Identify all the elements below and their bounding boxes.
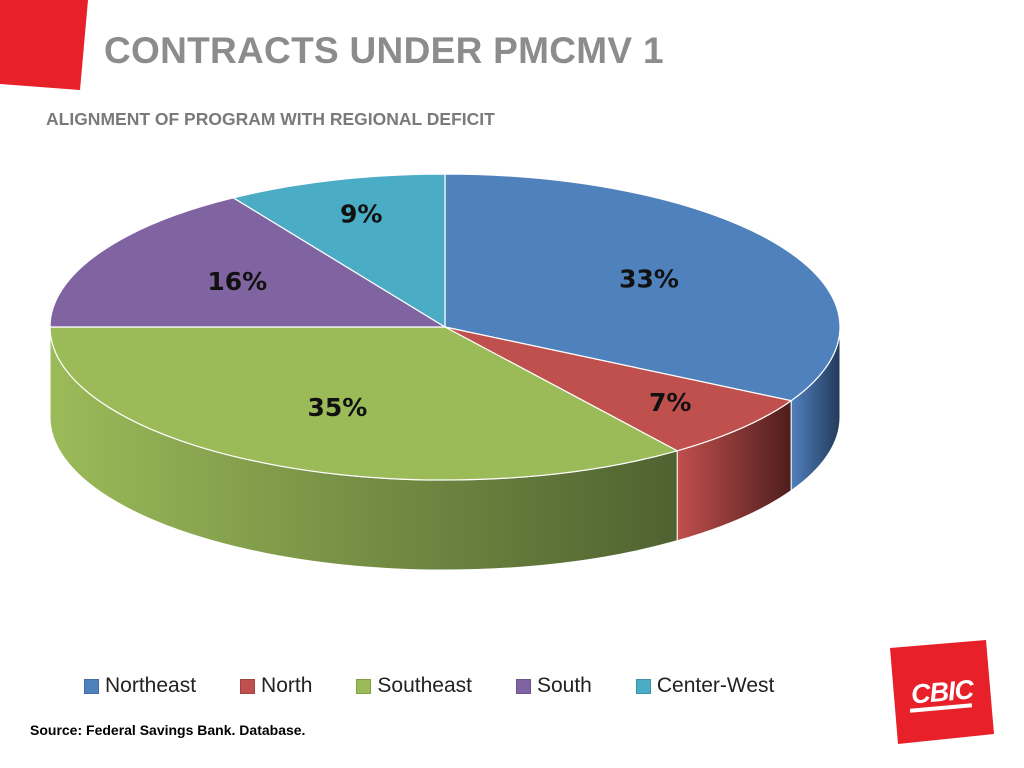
legend-label-center-west: Center-West	[656, 674, 775, 697]
data-label-northeast: 33%	[619, 264, 679, 293]
data-label-center-west: 9%	[340, 199, 382, 228]
source-note: Source: Federal Savings Bank. Database.	[30, 722, 306, 738]
pie-slice-southeast	[49, 326, 679, 481]
red-corner-accent	[0, 0, 88, 90]
chart-subtitle: ALIGNMENT OF PROGRAM WITH REGIONAL DEFIC…	[46, 109, 495, 129]
legend-swatch-center-west	[635, 678, 651, 694]
pie-slice-northeast	[444, 173, 841, 402]
legend-item-northeast: Northeast	[84, 674, 196, 698]
logo-text: CBIC	[909, 673, 975, 710]
cbic-logo: CBIC	[890, 640, 994, 744]
pie-chart: 33% 7% 35% 16% 9%	[49, 173, 841, 571]
pie-slice-south	[49, 197, 448, 328]
legend-swatch-south	[515, 678, 531, 694]
legend-item-center-west: Center-West	[635, 674, 775, 698]
page-title: CONTRACTS UNDER PMCMV 1	[104, 30, 664, 71]
legend-swatch-southeast	[356, 678, 372, 694]
chart-legend: Northeast North Southeast South Center-West	[84, 674, 818, 698]
data-label-southeast: 35%	[307, 393, 367, 422]
pie-slice-north	[444, 326, 793, 452]
pie-slice-center-west	[231, 173, 446, 329]
legend-label-north: North	[261, 674, 313, 697]
legend-label-northeast: Northeast	[105, 674, 197, 697]
logo-background	[890, 640, 994, 744]
legend-item-southeast: Southeast	[356, 674, 472, 698]
pie-tops	[49, 173, 841, 481]
legend-item-south: South	[515, 674, 592, 698]
legend-item-north: North	[240, 674, 312, 698]
legend-label-southeast: Southeast	[377, 674, 472, 697]
data-label-north: 7%	[649, 388, 691, 417]
pie-labels: 33% 7% 35% 16% 9%	[207, 199, 691, 421]
legend-label-south: South	[536, 674, 592, 697]
data-label-south: 16%	[207, 267, 267, 296]
legend-swatch-northeast	[84, 678, 99, 694]
legend-swatch-north	[240, 678, 256, 694]
